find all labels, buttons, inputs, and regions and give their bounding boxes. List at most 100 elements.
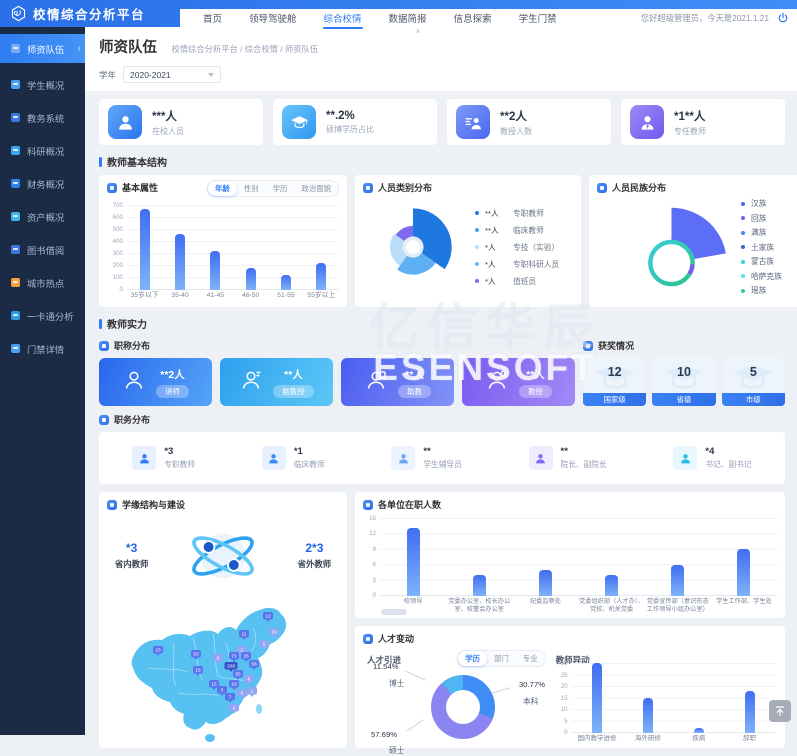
rank-card-0[interactable]: **2人讲师 [99,358,212,406]
change-bar-chart: 30 25 20 15 10 5 0 国内教学进修 海外研修 疾病 辞职 [558,660,775,744]
sidebar-item-label: 财务概况 [27,179,65,190]
sidebar-item-9[interactable]: 门禁详情 [0,332,85,365]
rank-value: **2人 [160,368,185,381]
power-icon[interactable] [777,12,789,24]
legend-item-5: 哈萨克族*人 [741,271,797,282]
nav-item-4[interactable]: 信息探索 [453,14,492,25]
library-icon [11,245,20,254]
legend-item-4: *人 值班员 [475,276,573,287]
sidebar-item-label: 资产概况 [27,212,65,223]
callout-label: 本科 [523,697,539,706]
duty-value: ** [560,446,568,457]
category-legend: **人 专职教师 **人 临床教师 *人 专技（实验） *人 专职科研人员 *人 值班员 [475,208,573,287]
legend-value: *人 [485,276,496,286]
back-to-top-button[interactable] [769,700,791,722]
atom-icon [176,520,270,592]
rank-card-2[interactable]: **人 助教 [341,358,454,406]
in-province-value: *3 [125,541,138,555]
intro-tab-1[interactable]: 部门 [494,654,509,663]
nav-item-5[interactable]: 学生门禁 [518,14,557,25]
sidebar-item-8[interactable]: 一卡通分析 [0,299,85,332]
breadcrumb: 校情综合分析平台 / 综合校情 / 师资队伍 [171,44,319,54]
sidebar-item-label: 科研概况 [27,146,65,157]
award-count: 12 [607,365,622,379]
rank-card-1[interactable]: **人 副教授 [220,358,333,406]
age-bar-chart: 700 600 500 400 300 200 100 0 35岁以下 35-40 41-45 46-… [107,202,339,302]
out-province-value: 2*3 [305,541,324,555]
svg-text:1: 1 [241,648,244,654]
duty-value: ** [423,446,431,457]
legend-item-1: 回族*人 [741,213,797,224]
svg-text:53: 53 [193,652,199,658]
basic-tab-3[interactable]: 政治面貌 [301,184,331,193]
bar [316,263,327,290]
kpi-label: 专任教师 [674,126,706,136]
legend-dot [475,245,479,249]
finance-icon [11,179,20,188]
basic-tab-1[interactable]: 性别 [243,184,259,193]
legend-dot [475,262,479,266]
bar-column-0: 校领导 [380,518,446,615]
rank-cards: **2人 讲师 **人 副教授 **人 助教 **人 教授 [99,358,575,406]
legend-label: 蒙古族 [751,257,775,266]
award-level-label: 省级 [652,393,716,406]
duty-value: *4 [705,446,715,457]
talent-intro-tabs: 学历 部门 专业 [457,650,546,667]
bar-x-label: 46-50 [241,292,260,299]
datazoom-slider[interactable] [381,609,407,615]
bar-column-1: 海外研修 [622,663,673,744]
sidebar-item-label: 门禁详情 [27,344,65,355]
intro-tab-0[interactable]: 学历 [458,651,487,666]
rank-badge: 副教授 [273,384,314,398]
kpi-value: ***人 [152,110,177,123]
sidebar-item-1[interactable]: 学生概况 [0,68,85,101]
nav-collapse-notch[interactable]: ∧ [388,27,448,35]
nav-item-0[interactable]: 首页 [203,14,223,25]
duty-label: 学生辅导员 [423,460,462,469]
duty-label: 书记、副书记 [705,460,752,469]
rank-badge: 讲师 [156,384,189,398]
section-strength: 教师实力 [99,316,785,331]
bar-column-3: 46-50 [233,205,268,302]
intro-tab-2[interactable]: 专业 [522,654,538,663]
sidebar-item-7[interactable]: 城市热点 [0,266,85,299]
sidebar-collapse-icon[interactable]: ‹ [77,42,81,54]
sidebar-item-0[interactable]: 师资队伍 ‹ [0,34,85,63]
map-pin: 10 [269,628,279,638]
bar-x-label: 学生工作部、学生处 [716,598,772,605]
sidebar-item-5[interactable]: 资产概况 [0,200,85,233]
legend-dot [741,216,745,220]
sidebar-item-3[interactable]: 科研概况 [0,134,85,167]
nav-item-1[interactable]: 领导驾驶舱 [249,14,297,25]
bar-column-2: 41-45 [198,205,233,302]
sidebar-item-2[interactable]: 教务系统 [0,101,85,134]
svg-text:23: 23 [155,648,161,654]
sidebar-item-4[interactable]: 财务概况 [0,167,85,200]
year-select[interactable]: 2020-2021 [123,66,222,83]
sidebar-item-6[interactable]: 图书借阅 [0,233,85,266]
nav-item-3[interactable]: 数据简报 [388,14,427,25]
bar-column-4: 党委宣传部（意识形态工作领导小组办公室） [645,518,711,615]
bar [210,251,221,290]
bar-x-label: 55岁以上 [307,292,336,299]
bar-column-2: 纪委监察处 [512,518,578,615]
units-title: 各单位在职人数 [378,500,442,510]
basic-tab-2[interactable]: 学历 [272,184,288,193]
map-pin: 2 [229,704,239,714]
bar-column-1: 35-40 [162,205,197,302]
rank-card-3[interactable]: **人 教授 [462,358,575,406]
map-pin: 23 [153,646,163,656]
nav-item-2[interactable]: 综合校情 [322,9,363,29]
duty-item-0: *3 专职教师 [132,446,195,470]
bar [472,575,486,596]
app-logo[interactable]: 校情综合分析平台 [0,0,180,27]
talent-title: 人才变动 [378,634,415,644]
legend-label: 回族 [751,213,767,223]
bar-x-label: 党委办公室、校长办公室、校董会办公室 [448,598,511,613]
callout-pct: 11.54% [373,662,399,671]
ethnic-rose-chart [648,207,726,287]
map-pin: 19 [229,680,239,690]
basic-tab-0[interactable]: 年龄 [208,181,237,196]
logo-icon [10,5,27,22]
award-level-label: 国家级 [583,393,647,406]
